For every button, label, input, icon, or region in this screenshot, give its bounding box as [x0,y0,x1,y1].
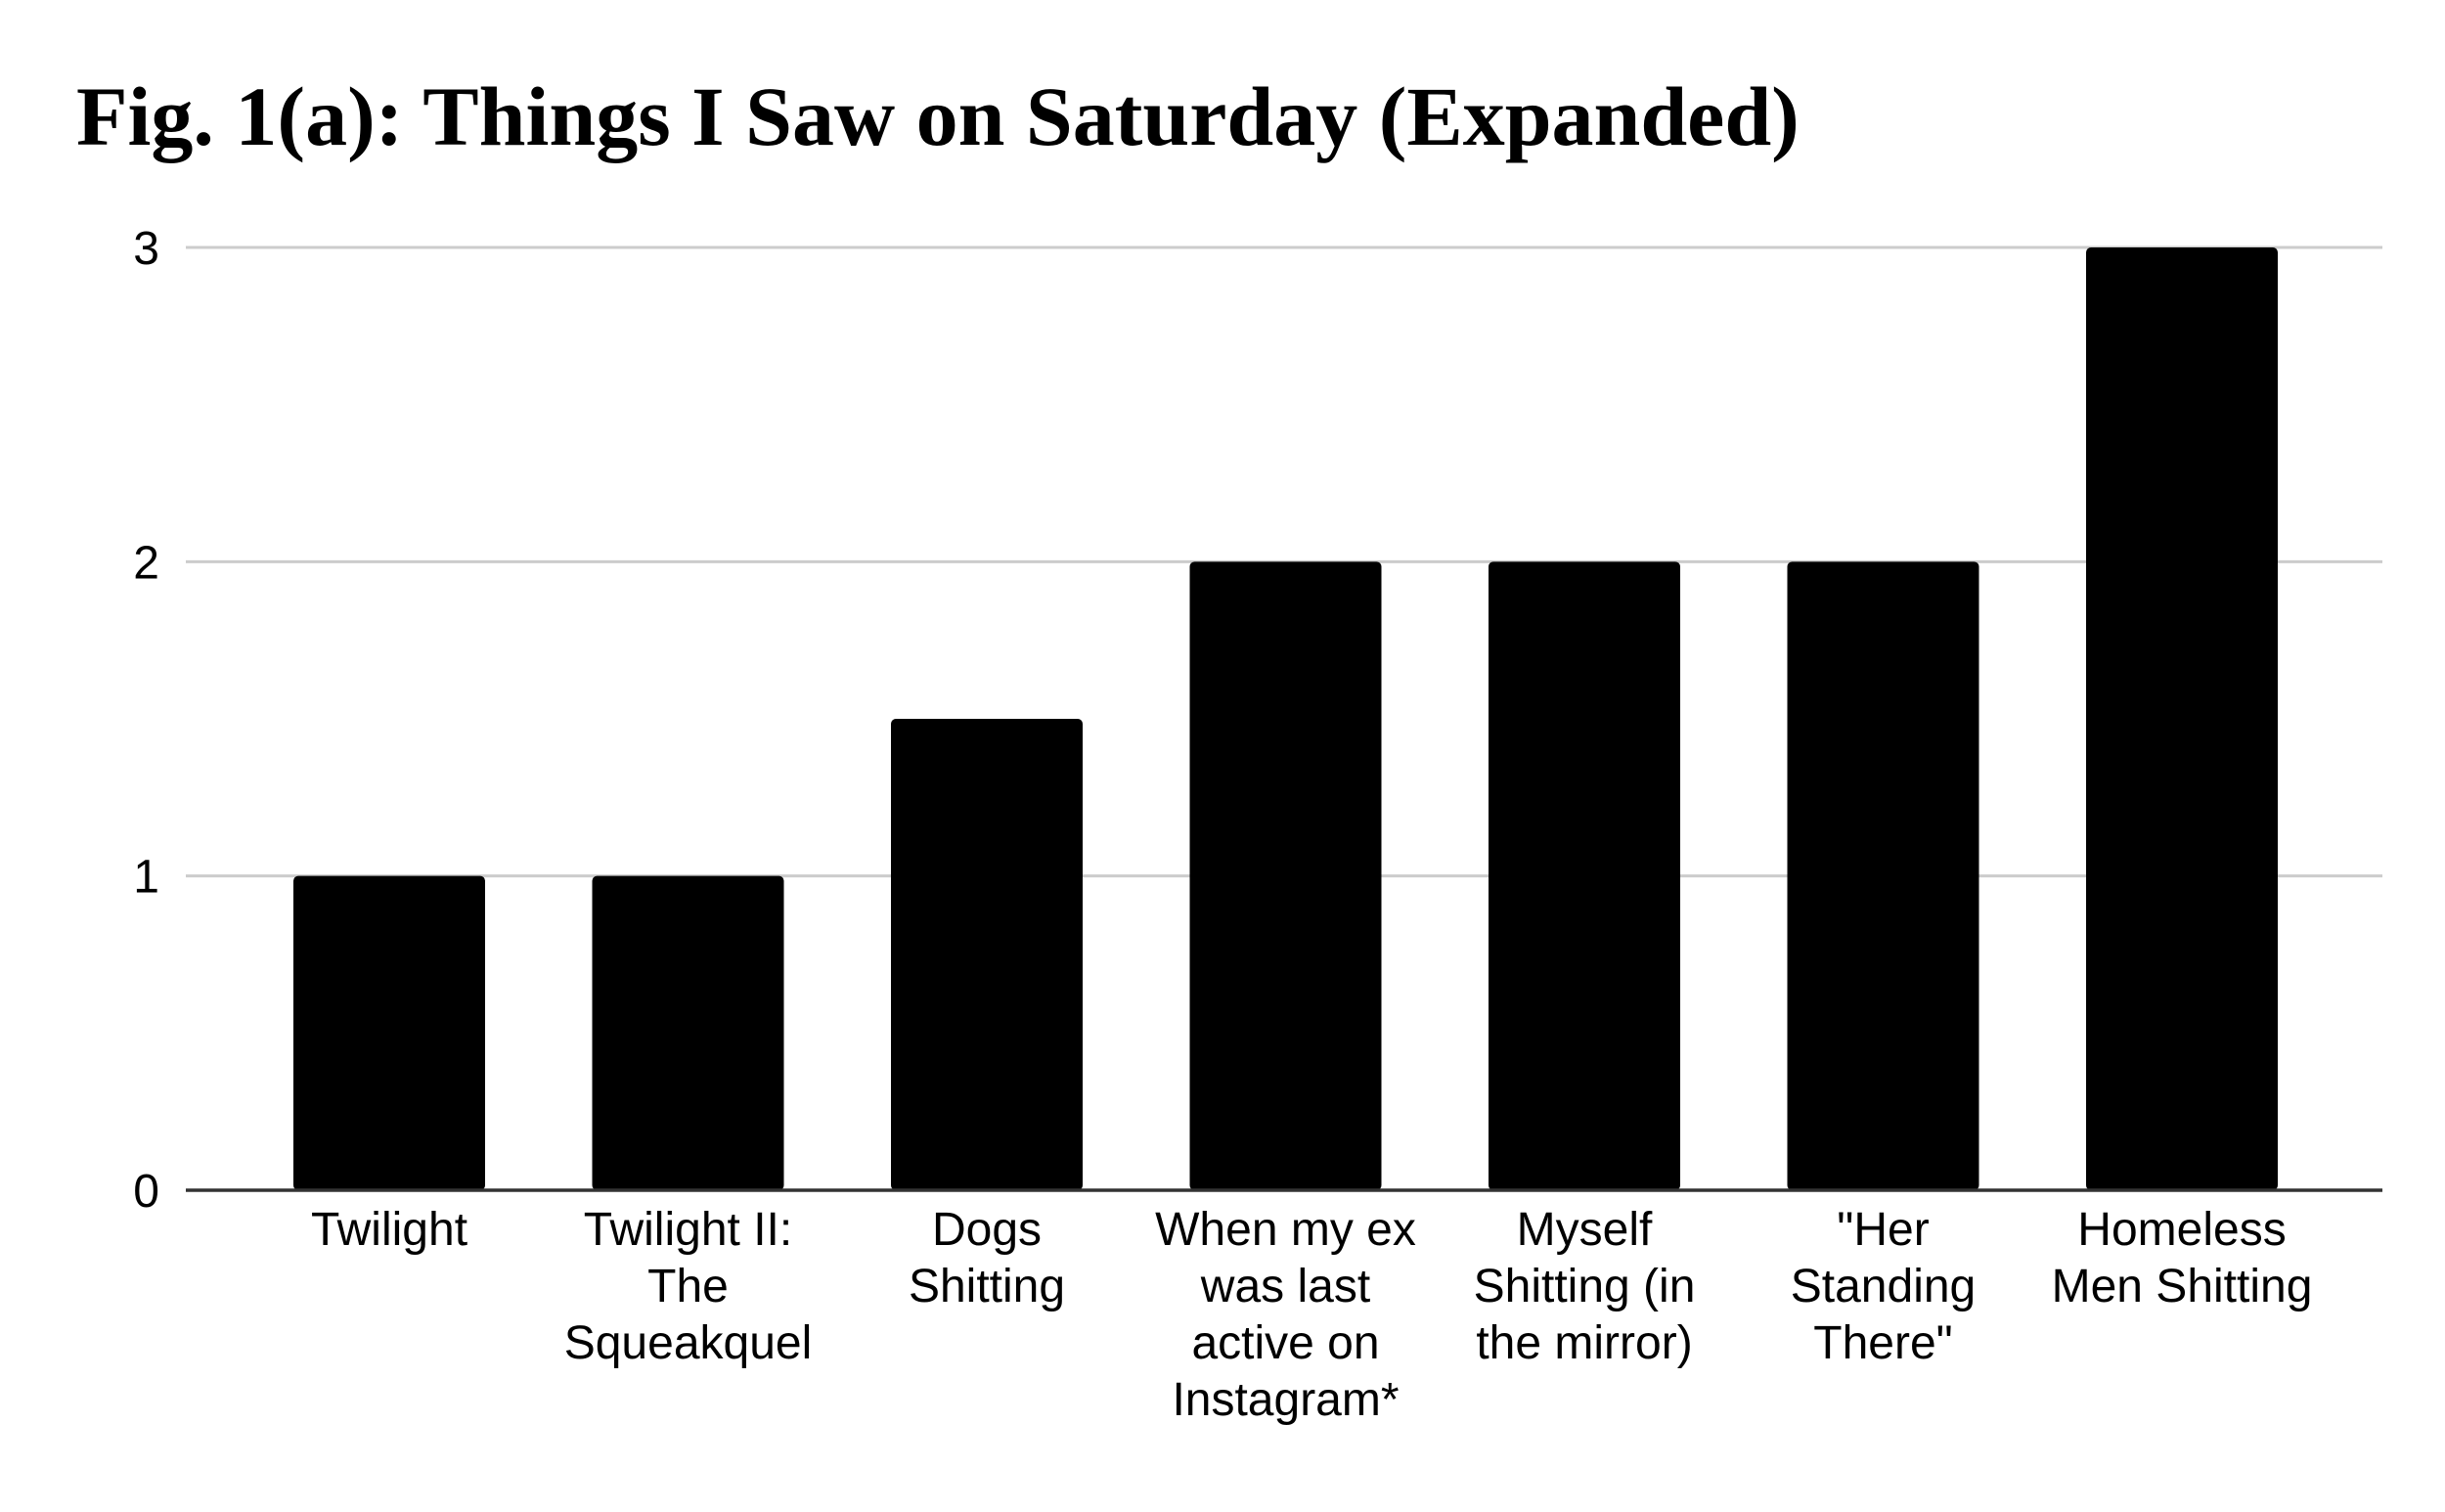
bar [2086,247,2278,1190]
x-tick-label: Twilight II: The Squeakquel [564,1204,813,1369]
bar [1489,561,1680,1190]
x-tick-label-line: Shitting (in [1474,1261,1696,1312]
x-tick-label-line: Standing [1791,1261,1977,1312]
x-tick-label-line: There" [1813,1317,1952,1369]
bar [293,875,485,1190]
y-axis-ticks: 0 1 2 3 [133,223,159,1218]
x-tick-label-line: Twilight II: [584,1204,792,1256]
x-tick-label-line: the mirror) [1476,1317,1692,1369]
x-tick-label-line: was last [1200,1261,1370,1312]
bar [1189,561,1382,1190]
y-tick-label: 0 [133,1166,159,1218]
x-tick-label: Myself Shitting (in the mirror) [1474,1204,1696,1369]
x-tick-label: "Her Standing There" [1791,1204,1977,1369]
y-tick-label: 3 [133,223,159,275]
bar [1787,561,1979,1190]
x-tick-label-line: Twilight [311,1204,467,1256]
x-tick-label: When my ex was last active on Instagram* [1155,1204,1416,1426]
x-tick-label-line: The [647,1261,729,1312]
x-tick-label: Dogs Shitting [909,1204,1065,1312]
x-tick-label: Twilight [311,1204,467,1256]
x-tick-label-line: Dogs [932,1204,1042,1256]
x-tick-label-line: active on [1191,1317,1379,1369]
x-tick-label-line: Myself [1517,1204,1653,1256]
bars [293,247,2278,1190]
bar [891,719,1083,1190]
x-tick-label: Homeless Men Shitting [2052,1204,2313,1312]
x-tick-label-line: Men Shitting [2052,1261,2313,1312]
x-tick-label-line: When my ex [1155,1204,1416,1256]
x-tick-label-line: "Her [1837,1204,1929,1256]
x-tick-label-line: Homeless [2077,1204,2286,1256]
y-tick-label: 2 [133,537,159,589]
x-tick-label-line: Instagram* [1172,1374,1399,1426]
x-tick-label-line: Shitting [909,1261,1065,1312]
bar [592,875,784,1190]
y-tick-label: 1 [133,852,159,904]
chart-title: Fig. 1(a): Things I Saw on Saturday (Exp… [76,69,1800,163]
x-tick-label-line: Squeakquel [564,1317,813,1369]
